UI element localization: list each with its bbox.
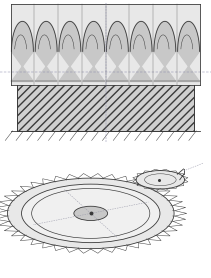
- Polygon shape: [83, 21, 105, 81]
- Polygon shape: [59, 21, 81, 81]
- Polygon shape: [11, 21, 33, 81]
- Polygon shape: [35, 21, 57, 81]
- Polygon shape: [154, 21, 176, 81]
- Polygon shape: [107, 21, 128, 81]
- Ellipse shape: [145, 174, 176, 186]
- Ellipse shape: [22, 184, 160, 243]
- Ellipse shape: [136, 171, 185, 189]
- Ellipse shape: [32, 188, 150, 238]
- Bar: [17, 84, 194, 131]
- Bar: [11, 4, 200, 85]
- Ellipse shape: [7, 178, 174, 249]
- Polygon shape: [130, 21, 152, 81]
- Ellipse shape: [74, 206, 108, 220]
- Polygon shape: [178, 21, 200, 81]
